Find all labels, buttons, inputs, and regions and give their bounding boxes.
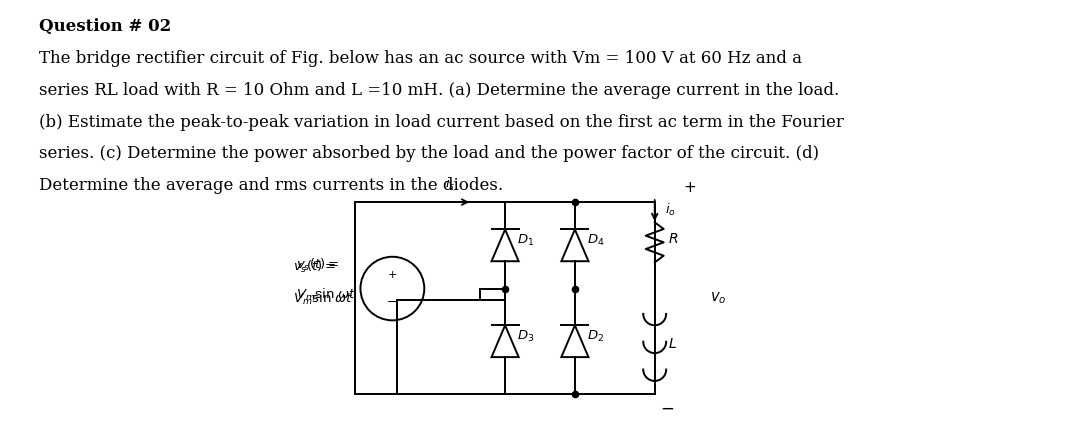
Text: (b) Estimate the peak-to-peak variation in load current based on the first ac te: (b) Estimate the peak-to-peak variation … xyxy=(39,114,845,131)
Text: $D_4$: $D_4$ xyxy=(586,233,605,248)
Text: $V_m \sin\,\omega t$: $V_m \sin\,\omega t$ xyxy=(293,291,353,306)
Text: $V_m \sin\,\omega t$: $V_m \sin\,\omega t$ xyxy=(296,287,356,302)
Text: $i_s$: $i_s$ xyxy=(445,176,456,192)
Text: $L$: $L$ xyxy=(667,337,676,351)
Text: $D_1$: $D_1$ xyxy=(517,233,535,248)
Text: $-$: $-$ xyxy=(660,399,674,416)
Text: The bridge rectifier circuit of Fig. below has an ac source with Vm = 100 V at 6: The bridge rectifier circuit of Fig. bel… xyxy=(39,50,802,67)
Text: $+$: $+$ xyxy=(683,181,696,195)
Text: $v_s(t)=$: $v_s(t)=$ xyxy=(296,257,338,273)
Text: +: + xyxy=(388,270,397,280)
Text: series RL load with R = 10 Ohm and L =10 mH. (a) Determine the average current i: series RL load with R = 10 Ohm and L =10… xyxy=(39,82,839,99)
Text: $v_o$: $v_o$ xyxy=(710,290,726,306)
Text: $v_s(t) =$: $v_s(t) =$ xyxy=(293,259,336,275)
Text: Question # 02: Question # 02 xyxy=(39,18,172,35)
Text: −: − xyxy=(387,296,397,309)
Text: series. (c) Determine the power absorbed by the load and the power factor of the: series. (c) Determine the power absorbed… xyxy=(39,146,820,163)
Text: $i_o$: $i_o$ xyxy=(664,202,676,218)
Text: $R$: $R$ xyxy=(667,232,678,246)
Text: $D_2$: $D_2$ xyxy=(586,329,604,344)
Text: $D_3$: $D_3$ xyxy=(517,329,535,344)
Text: Determine the average and rms currents in the diodes.: Determine the average and rms currents i… xyxy=(39,177,503,194)
